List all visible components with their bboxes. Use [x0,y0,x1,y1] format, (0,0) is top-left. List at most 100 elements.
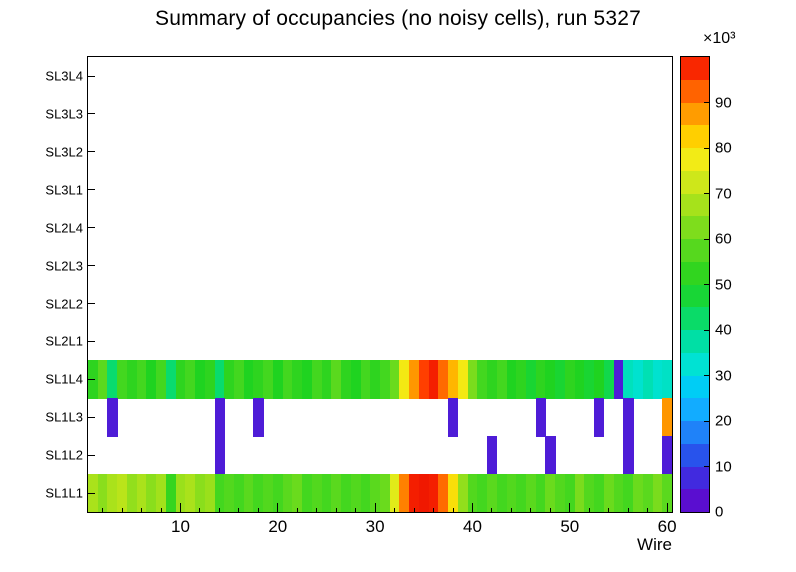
heatmap-cell [243,474,254,513]
heatmap-cell [156,474,167,513]
color-scale-step [681,102,709,126]
y-axis-tick [88,454,95,456]
color-scale-step [681,79,709,103]
heatmap-cell [516,474,527,513]
heatmap-cell [165,360,177,399]
y-axis-tick [88,75,95,77]
heatmap-cell [662,360,673,399]
x-axis-minor-tick [608,508,610,512]
heatmap-cell [594,360,605,399]
heatmap-cell [623,360,634,399]
heatmap-cell [467,474,478,513]
color-scale-step [681,56,709,80]
heatmap-cell [574,360,585,399]
heatmap-cell [370,474,381,513]
color-scale-step [681,170,709,194]
heatmap-cell [555,474,566,513]
heatmap-cell [165,474,177,513]
heatmap-cell [380,474,391,513]
x-axis-tick [666,503,668,512]
heatmap-cell [117,360,128,399]
x-axis-minor-tick [355,508,357,512]
y-axis-tick [88,227,95,229]
heatmap-cell [263,474,274,513]
heatmap-cell [574,474,585,513]
heatmap-cell [535,398,546,437]
x-axis-minor-tick [588,508,590,512]
heatmap-cell [263,360,274,399]
chart-title: Summary of occupancies (no noisy cells),… [154,7,642,30]
x-axis-minor-tick [316,508,318,512]
heatmap-cell [448,398,459,437]
heatmap-cell [526,474,537,513]
heatmap-cell [253,474,264,513]
heatmap-cell [146,360,157,399]
color-scale-step [681,124,709,148]
x-axis-tick-label: 30 [365,517,385,536]
color-scale-tick [704,238,709,240]
heatmap-cell [584,474,595,513]
heatmap-cell [331,360,342,399]
x-axis-minor-tick [141,508,142,512]
heatmap-cell [302,474,313,513]
color-scale-tick [704,511,709,513]
y-axis-row-label: SL3L4 [45,68,83,84]
heatmap-cell [302,360,313,399]
color-scale-tick [704,284,709,285]
heatmap-cell [477,474,488,513]
heatmap-cell [253,360,264,399]
x-axis-minor-tick [238,508,240,512]
heatmap-cell [399,360,410,399]
color-scale-step [681,284,709,308]
y-axis-tick [88,378,95,380]
x-axis-minor-tick [627,508,629,512]
heatmap-cell [623,474,634,513]
heatmap-cell [350,360,362,399]
heatmap-cell [633,474,644,513]
color-scale-tick-label: 60 [715,230,732,248]
y-axis-row-label: SL3L2 [45,144,83,160]
x-axis-tick-label: 40 [463,517,482,536]
heatmap-cell [457,474,469,513]
color-scale-step [681,375,709,399]
heatmap-cell [438,360,449,399]
heatmap-cell [292,474,303,513]
y-axis-tick [88,303,95,304]
heatmap-cell [467,360,478,399]
color-scale-step [681,488,709,512]
x-axis-tick [374,503,376,512]
heatmap-cell [224,360,235,399]
y-axis-row-label: SL1L2 [45,447,83,463]
heatmap-cell [97,474,108,513]
color-scale-tick-label: 50 [715,276,732,293]
y-axis-row-label: SL2L1 [45,333,83,349]
heatmap-cell [662,398,673,437]
heatmap-cell [380,360,391,399]
heatmap-cell [243,360,254,399]
x-axis-minor-tick [160,508,162,512]
heatmap-cell [341,360,352,399]
heatmap-cell [185,360,196,399]
y-axis-row-label: SL2L4 [45,220,83,236]
heatmap-cell [253,398,264,437]
heatmap-cell [438,474,449,513]
heatmap-cell [370,360,381,399]
heatmap-cell [496,360,508,399]
heatmap-cell [195,474,206,513]
heatmap-cell [652,360,663,399]
heatmap-cell [526,360,537,399]
x-axis-minor-tick [491,508,493,512]
color-scale-tick [704,329,709,331]
y-axis-tick [88,416,95,418]
heatmap-cell [545,436,556,475]
color-scale-tick [704,466,709,467]
heatmap-cell [136,360,147,399]
heatmap-cell [399,474,410,513]
y-axis-tick [88,113,95,115]
x-axis-minor-tick [335,508,337,512]
heatmap-cell [457,360,469,399]
color-scale-tick [704,420,709,422]
color-scale-tick-label: 30 [715,367,732,384]
heatmap-cell [603,360,615,399]
